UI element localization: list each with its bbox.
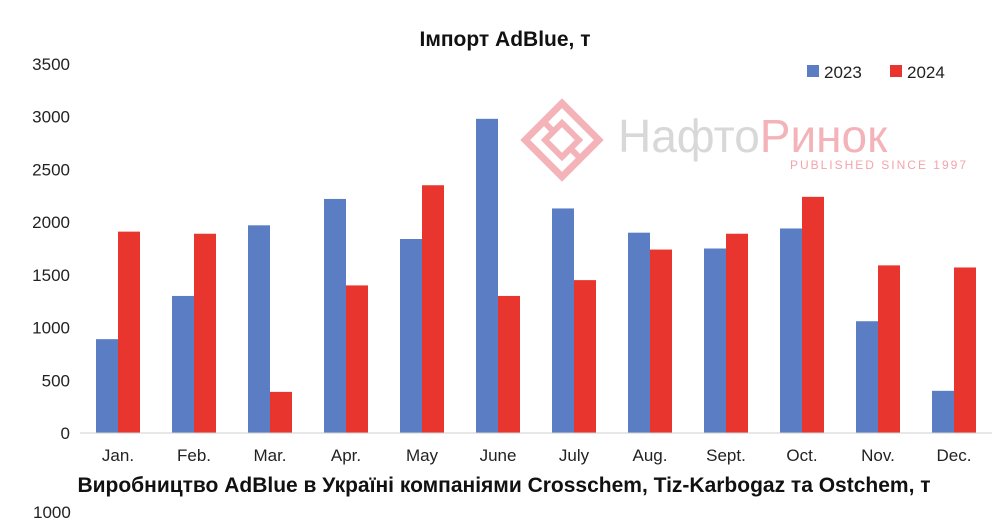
legend-swatch-2024 [890, 65, 902, 77]
x-tick-label: Jan. [102, 446, 134, 465]
bar-2024-mar [270, 391, 292, 433]
bar-2023-june [476, 118, 498, 433]
bar-2024-apr [346, 285, 368, 433]
x-tick-label: Dec. [937, 446, 972, 465]
watermark-brand-part2: Ринок [760, 110, 888, 162]
y-tick-label: 2500 [32, 160, 70, 179]
x-tick-label: Mar. [253, 446, 286, 465]
x-tick-label: Nov. [861, 446, 895, 465]
bar-2024-aug [650, 249, 672, 433]
watermark: НафтоРинок PUBLISHED SINCE 1997 [520, 98, 968, 182]
bar-2024-jan [118, 231, 140, 433]
bars [96, 118, 976, 433]
bar-2023-oct [780, 228, 802, 433]
next-chart-y-tick: 1000 [33, 503, 71, 522]
y-tick-label: 1000 [32, 319, 70, 338]
next-chart-title: Виробництво AdBlue в Україні компаніями … [77, 474, 931, 497]
y-axis: 0 500 1000 1500 2000 2500 3000 3500 [32, 55, 70, 443]
legend-label-2023: 2023 [824, 63, 862, 82]
bar-2024-dec [954, 267, 976, 433]
x-tick-label: Aug. [633, 446, 668, 465]
bar-2023-jan [96, 339, 118, 433]
legend-swatch-2023 [807, 65, 819, 77]
y-tick-label: 1500 [32, 266, 70, 285]
bar-2024-nov [878, 265, 900, 433]
x-tick-label: June [480, 446, 517, 465]
y-tick-label: 3500 [32, 55, 70, 74]
x-tick-label: July [559, 446, 590, 465]
bar-2023-dec [932, 390, 954, 433]
bar-2023-may [400, 239, 422, 433]
bar-2023-mar [248, 225, 270, 433]
bar-2024-june [498, 295, 520, 433]
y-tick-label: 500 [42, 371, 70, 390]
x-axis: Jan. Feb. Mar. Apr. May June July Aug. Sept. Oct.… [80, 432, 992, 465]
bar-2024-feb [194, 233, 216, 433]
x-tick-label: Oct. [786, 446, 817, 465]
chart-title: Імпорт AdBlue, т [419, 28, 590, 51]
watermark-brand: НафтоРинок [618, 110, 888, 162]
bar-2024-sept [726, 233, 748, 433]
watermark-tagline: PUBLISHED SINCE 1997 [790, 158, 968, 172]
y-tick-label: 3000 [32, 108, 70, 127]
naftorynok-logo-icon [520, 98, 604, 182]
legend: 2023 2024 [807, 63, 945, 82]
bar-2023-sept [704, 248, 726, 433]
x-tick-label: May [406, 446, 439, 465]
bar-2023-july [552, 208, 574, 433]
watermark-brand-part1: Нафто [618, 110, 760, 162]
bar-2023-apr [324, 198, 346, 433]
bar-2023-aug [628, 232, 650, 433]
x-tick-label: Apr. [331, 446, 361, 465]
bar-2023-nov [856, 321, 878, 433]
y-tick-label: 2000 [32, 213, 70, 232]
bar-2024-oct [802, 196, 824, 433]
y-tick-label: 0 [61, 424, 70, 443]
x-tick-label: Feb. [177, 446, 211, 465]
legend-label-2024: 2024 [907, 63, 945, 82]
x-tick-label: Sept. [706, 446, 746, 465]
bar-2023-feb [172, 295, 194, 433]
bar-2024-july [574, 280, 596, 433]
bar-2024-may [422, 185, 444, 433]
